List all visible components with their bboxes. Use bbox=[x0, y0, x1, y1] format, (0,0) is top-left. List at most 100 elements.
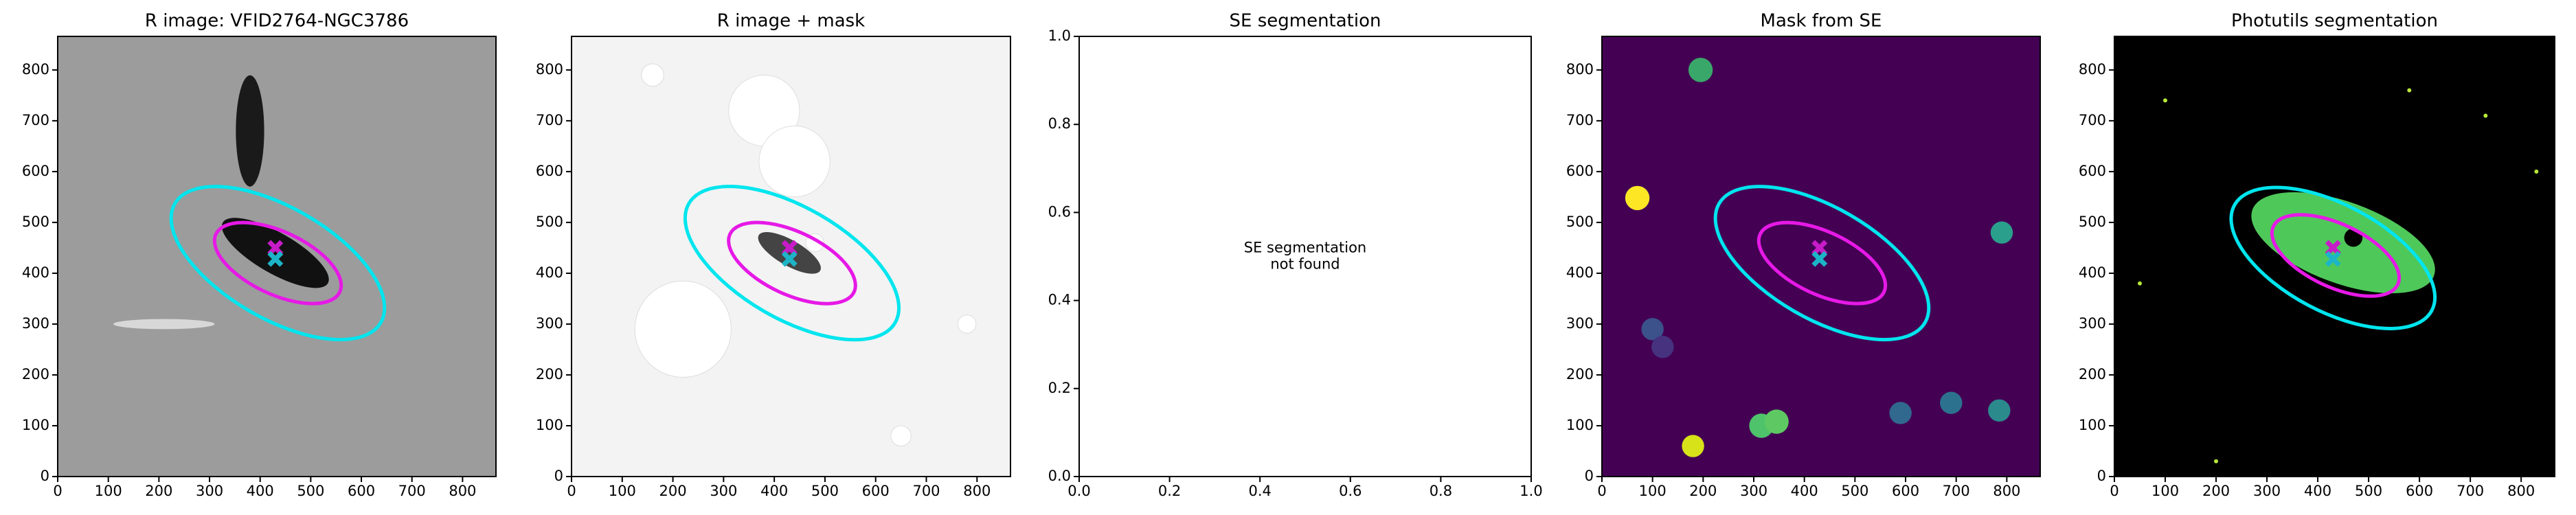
x-tick-label: 400 bbox=[2304, 483, 2331, 499]
x-tick-label: 100 bbox=[609, 483, 636, 499]
x-tick-label: 100 bbox=[2151, 483, 2179, 499]
panel: 0 100 200 300 400 500 600 700 800 0 100 200 300 400 50… bbox=[22, 11, 497, 499]
x-tick-label: 500 bbox=[297, 483, 324, 499]
y-tick-label: 200 bbox=[2079, 366, 2106, 382]
plot-area bbox=[1625, 58, 2013, 457]
y-tick-label: 0 bbox=[41, 468, 49, 484]
y-tick-label: 800 bbox=[2079, 61, 2106, 78]
x-tick-label: 600 bbox=[1892, 483, 1919, 499]
y-tick-label: 700 bbox=[22, 112, 49, 128]
y-tick-label: 0 bbox=[554, 468, 563, 484]
x-tick-label: 300 bbox=[2253, 483, 2281, 499]
aperture-ellipse bbox=[1713, 185, 1931, 342]
y-tick-label: 0.4 bbox=[1048, 292, 1071, 308]
y-tick-label: 0.6 bbox=[1048, 203, 1071, 220]
x-tick-label: 700 bbox=[912, 483, 940, 499]
y-tick-label: 500 bbox=[536, 214, 563, 230]
y-tick-label: 200 bbox=[1566, 366, 1594, 382]
x-tick-label: 800 bbox=[963, 483, 991, 499]
axes-frame bbox=[2114, 36, 2555, 477]
mask-circle bbox=[1625, 185, 1650, 211]
y-tick-label: 200 bbox=[22, 366, 49, 382]
y-tick-label: 500 bbox=[22, 214, 49, 230]
mask-circle bbox=[1641, 318, 1664, 341]
mask-circle bbox=[634, 280, 732, 378]
aperture-ellipse bbox=[683, 185, 901, 342]
panel: 0 100 200 300 400 500 600 700 800 0 100 200 300 400 50… bbox=[2079, 11, 2555, 499]
x-tick-label: 0 bbox=[53, 483, 62, 499]
mask-circle bbox=[758, 125, 831, 198]
x-tick-label: 200 bbox=[2202, 483, 2230, 499]
y-tick-label: 100 bbox=[536, 417, 563, 433]
x-tick-label: 700 bbox=[2456, 483, 2484, 499]
x-tick-label: 500 bbox=[1841, 483, 1868, 499]
x-tick-label: 200 bbox=[659, 483, 687, 499]
aperture-ellipse bbox=[212, 220, 343, 306]
y-tick-label: 0 bbox=[1585, 468, 1594, 484]
streak bbox=[236, 75, 264, 187]
y-tick-label: 300 bbox=[2079, 315, 2106, 332]
aperture-ellipse bbox=[727, 220, 857, 306]
y-tick-label: 700 bbox=[536, 112, 563, 128]
mask-circle bbox=[641, 63, 664, 87]
x-tick-label: 300 bbox=[710, 483, 737, 499]
panel-title: Mask from SE bbox=[1761, 11, 1882, 32]
x-tick-label: 600 bbox=[2406, 483, 2433, 499]
y-tick-label: 0.8 bbox=[1048, 115, 1071, 132]
y-tick-label: 600 bbox=[22, 163, 49, 179]
mask-circle bbox=[890, 425, 912, 447]
x-tick-label: 500 bbox=[811, 483, 839, 499]
mask-circle bbox=[1988, 399, 2011, 422]
y-tick-label: 300 bbox=[536, 315, 563, 332]
x-tick-label: 500 bbox=[2355, 483, 2382, 499]
x-tick-label: 0.0 bbox=[1067, 483, 1090, 499]
center-marker bbox=[781, 251, 798, 267]
y-tick-label: 400 bbox=[536, 264, 563, 281]
y-tick-label: 0.0 bbox=[1048, 468, 1071, 484]
y-tick-label: 600 bbox=[2079, 163, 2106, 179]
y-tick-label: 600 bbox=[536, 163, 563, 179]
x-tick-label: 200 bbox=[1689, 483, 1717, 499]
x-tick-label: 200 bbox=[145, 483, 172, 499]
aperture-ellipse bbox=[169, 185, 387, 342]
y-tick-label: 100 bbox=[1566, 417, 1594, 433]
y-tick-label: 800 bbox=[1566, 61, 1594, 78]
y-tick-label: 300 bbox=[22, 315, 49, 332]
center-marker bbox=[2325, 251, 2341, 267]
y-tick-label: 1.0 bbox=[1048, 27, 1071, 44]
x-tick-label: 800 bbox=[1993, 483, 2020, 499]
x-tick-label: 0 bbox=[1597, 483, 1606, 499]
plot-area bbox=[113, 75, 387, 342]
mask-circle bbox=[1764, 409, 1789, 434]
y-tick-label: 800 bbox=[536, 61, 563, 78]
x-tick-label: 700 bbox=[398, 483, 426, 499]
plot-area bbox=[2138, 88, 2539, 464]
x-tick-label: 400 bbox=[1791, 483, 1818, 499]
axes-frame bbox=[57, 36, 497, 477]
aperture-ellipse bbox=[2229, 185, 2437, 330]
y-tick-label: 600 bbox=[1566, 163, 1594, 179]
x-tick-label: 600 bbox=[348, 483, 375, 499]
x-tick-label: 0 bbox=[567, 483, 576, 499]
y-tick-label: 0.2 bbox=[1048, 380, 1071, 396]
x-tick-label: 800 bbox=[449, 483, 476, 499]
plot-area bbox=[634, 63, 977, 447]
mask-circle bbox=[1990, 221, 2013, 244]
y-tick-label: 200 bbox=[536, 366, 563, 382]
y-tick-label: 100 bbox=[22, 417, 49, 433]
panel-title: R image + mask bbox=[717, 11, 866, 32]
y-tick-label: 500 bbox=[2079, 214, 2106, 230]
star bbox=[2534, 169, 2539, 174]
star bbox=[2407, 88, 2412, 93]
panel-title: SE segmentation bbox=[1230, 11, 1381, 32]
y-tick-label: 500 bbox=[1566, 214, 1594, 230]
y-tick-label: 300 bbox=[1566, 315, 1594, 332]
x-tick-label: 600 bbox=[862, 483, 890, 499]
mask-circle bbox=[1940, 391, 1963, 414]
x-tick-label: 1.0 bbox=[1519, 483, 1542, 499]
panel-background bbox=[1079, 36, 1531, 477]
center-marker bbox=[1811, 251, 1828, 267]
mask-circle bbox=[1682, 435, 1704, 457]
